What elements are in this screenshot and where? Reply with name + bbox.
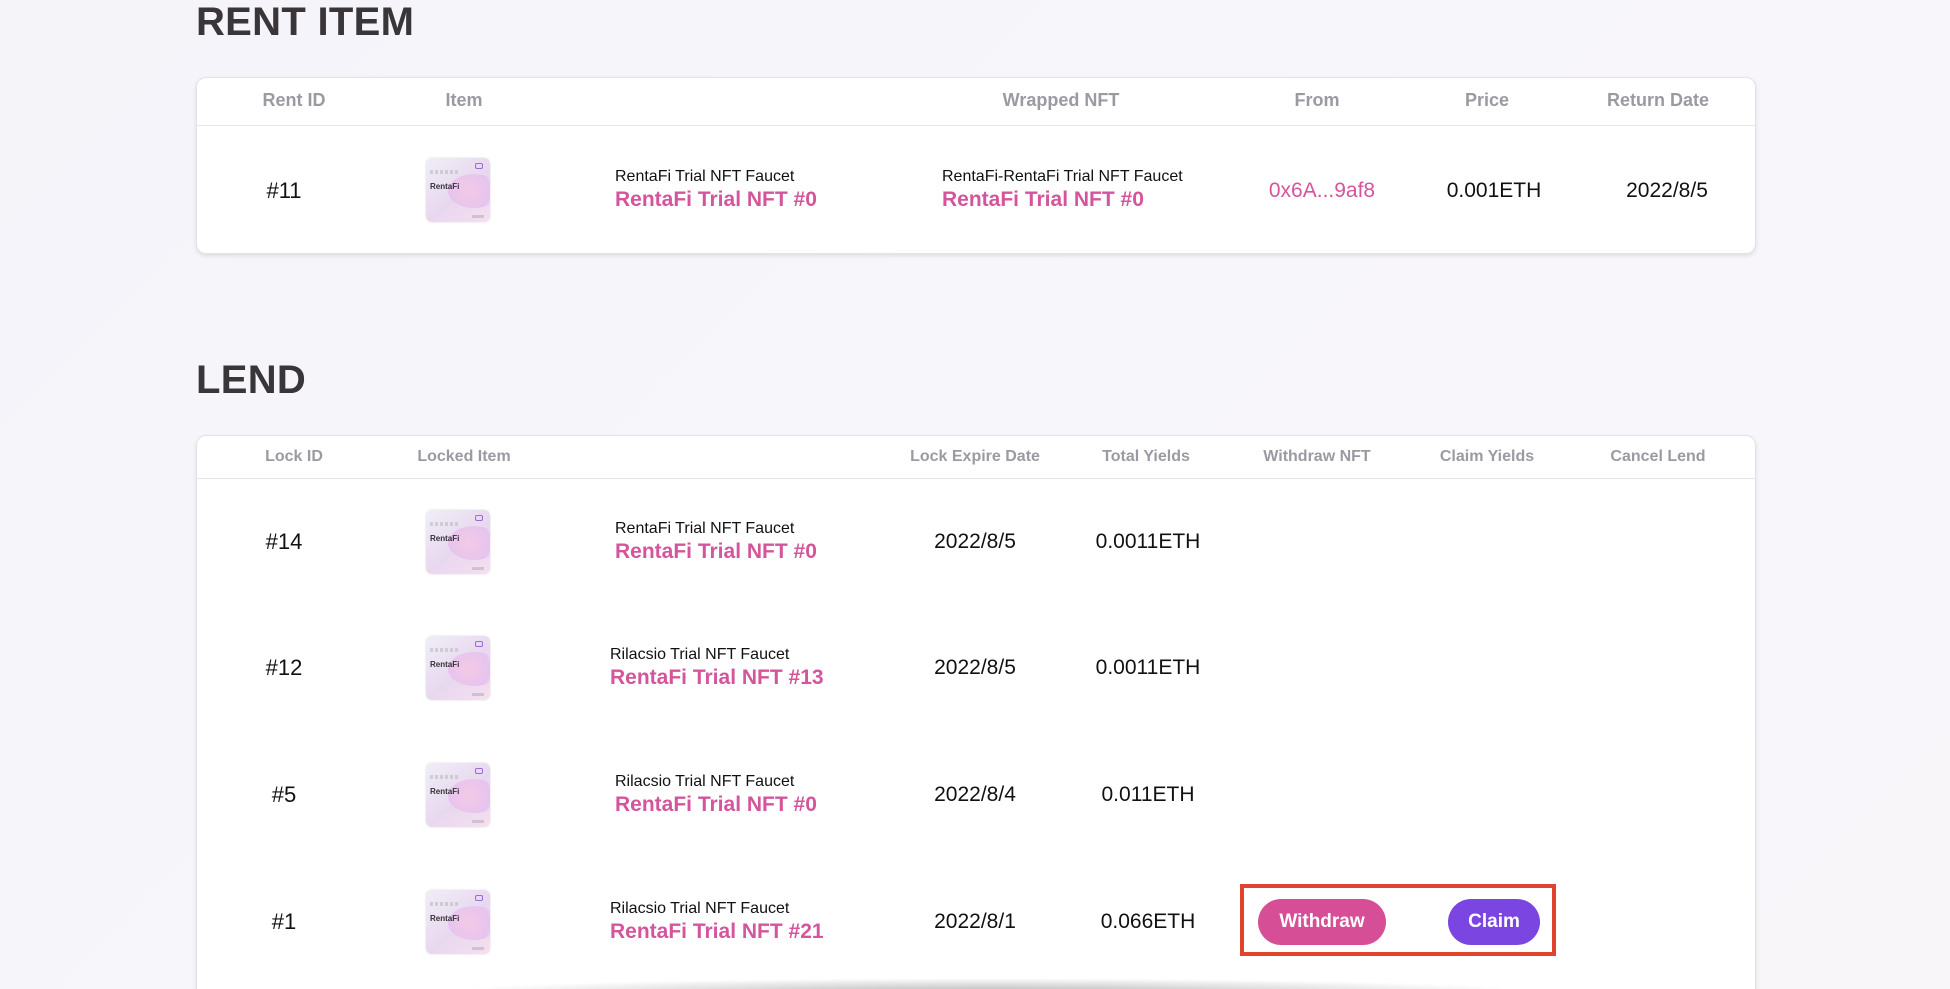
- nft-thumbnail[interactable]: RentaFi: [426, 890, 490, 954]
- locked-nft-info: Rilacsio Trial NFT Faucet RentaFi Trial …: [610, 899, 824, 945]
- lend-title: LEND: [196, 358, 307, 402]
- return-date-cell: 2022/8/5: [1626, 179, 1708, 202]
- header-lock-id: Lock ID: [265, 448, 323, 465]
- header-locked-item: Locked Item: [417, 448, 511, 465]
- table-row[interactable]: #12 RentaFi Rilacsio Trial NFT Faucet Re…: [197, 604, 1755, 730]
- locked-nft-info: Rilacsio Trial NFT Faucet RentaFi Trial …: [610, 645, 824, 691]
- thumbnail-mark-icon: [475, 515, 483, 521]
- rent-item-title: RENT ITEM: [196, 0, 415, 44]
- total-yields-cell: 0.0011ETH: [1095, 656, 1201, 679]
- nft-thumbnail[interactable]: RentaFi: [426, 763, 490, 827]
- thumbnail-mark-icon: [475, 768, 483, 774]
- price-cell: 0.001ETH: [1446, 179, 1542, 202]
- thumbnail-footer: [472, 820, 484, 823]
- locked-nft-info: Rilacsio Trial NFT Faucet RentaFi Trial …: [615, 772, 817, 818]
- rent-item-table: Rent ID Item Wrapped NFT From Price Retu…: [196, 77, 1756, 254]
- lock-expire-cell: 2022/8/4: [934, 783, 1016, 806]
- thumbnail-footer: [472, 947, 484, 950]
- locked-nft-name-link[interactable]: RentaFi Trial NFT #13: [610, 666, 824, 689]
- total-yields-cell: 0.011ETH: [1101, 783, 1195, 806]
- thumbnail-art-icon: [448, 526, 490, 560]
- locked-nft-info: RentaFi Trial NFT Faucet RentaFi Trial N…: [615, 519, 817, 565]
- thumbnail-caption: [430, 775, 460, 779]
- item-nft-info: RentaFi Trial NFT Faucet RentaFi Trial N…: [615, 167, 817, 213]
- header-withdraw-nft: Withdraw NFT: [1263, 448, 1371, 465]
- locked-nft-name-link[interactable]: RentaFi Trial NFT #0: [615, 793, 817, 816]
- item-nft-name-link[interactable]: RentaFi Trial NFT #0: [615, 188, 817, 211]
- thumbnail-mark-icon: [475, 163, 483, 169]
- locked-collection: RentaFi Trial NFT Faucet: [615, 520, 795, 537]
- nft-thumbnail[interactable]: RentaFi: [426, 636, 490, 700]
- thumbnail-logo: RentaFi: [430, 182, 460, 191]
- thumbnail-art-icon: [448, 652, 490, 686]
- total-yields-cell: 0.0011ETH: [1095, 530, 1201, 553]
- header-claim-yields: Claim Yields: [1439, 448, 1535, 465]
- lock-id-cell: #14: [265, 529, 303, 554]
- table-row[interactable]: #11 RentaFi RentaFi Trial NFT Faucet Ren…: [197, 125, 1755, 253]
- header-price: Price: [1464, 90, 1510, 110]
- thumbnail-mark-icon: [475, 895, 483, 901]
- nft-thumbnail[interactable]: RentaFi: [426, 510, 490, 574]
- table-row[interactable]: #5 RentaFi Rilacsio Trial NFT Faucet Ren…: [197, 730, 1755, 856]
- header-total-yields: Total Yields: [1102, 448, 1190, 465]
- header-item: Item: [445, 90, 483, 110]
- rent-table-header: Rent ID Item Wrapped NFT From Price Retu…: [197, 78, 1755, 126]
- thumbnail-art-icon: [448, 906, 490, 940]
- locked-collection: Rilacsio Trial NFT Faucet: [610, 646, 790, 663]
- thumbnail-mark-icon: [475, 641, 483, 647]
- thumbnail-footer: [472, 567, 484, 570]
- table-row[interactable]: #14 RentaFi RentaFi Trial NFT Faucet Ren…: [197, 478, 1755, 604]
- lock-id-cell: #5: [271, 782, 297, 807]
- header-wrapped-nft: Wrapped NFT: [1002, 90, 1120, 110]
- total-yields-cell: 0.066ETH: [1100, 910, 1196, 933]
- thumbnail-art-icon: [448, 779, 490, 813]
- nft-thumbnail[interactable]: RentaFi: [426, 158, 490, 222]
- from-address-link[interactable]: 0x6A...9af8: [1268, 179, 1376, 202]
- claim-button[interactable]: Claim: [1448, 899, 1540, 945]
- locked-collection: Rilacsio Trial NFT Faucet: [610, 900, 790, 917]
- locked-collection: Rilacsio Trial NFT Faucet: [615, 773, 795, 790]
- wrapped-nft-info: RentaFi-RentaFi Trial NFT Faucet RentaFi…: [942, 167, 1183, 213]
- header-rent-id: Rent ID: [262, 90, 326, 110]
- thumbnail-logo: RentaFi: [430, 660, 460, 669]
- lock-id-cell: #12: [265, 655, 303, 680]
- thumbnail-logo: RentaFi: [430, 787, 460, 796]
- lock-expire-cell: 2022/8/1: [934, 910, 1016, 933]
- thumbnail-logo: RentaFi: [430, 914, 460, 923]
- lock-expire-cell: 2022/8/5: [934, 530, 1016, 553]
- thumbnail-caption: [430, 902, 460, 906]
- wrapped-nft-name-link[interactable]: RentaFi Trial NFT #0: [942, 188, 1144, 211]
- item-collection: RentaFi Trial NFT Faucet: [615, 168, 795, 185]
- locked-nft-name-link[interactable]: RentaFi Trial NFT #0: [615, 540, 817, 563]
- thumbnail-art-icon: [448, 174, 490, 208]
- bottom-shadow: [440, 978, 1540, 989]
- thumbnail-caption: [430, 170, 460, 174]
- wrapped-collection: RentaFi-RentaFi Trial NFT Faucet: [942, 168, 1183, 185]
- locked-nft-name-link[interactable]: RentaFi Trial NFT #21: [610, 920, 824, 943]
- header-from: From: [1294, 90, 1340, 110]
- header-return-date: Return Date: [1606, 90, 1710, 110]
- rent-id-cell: #11: [266, 178, 302, 203]
- thumbnail-footer: [472, 215, 484, 218]
- withdraw-button[interactable]: Withdraw: [1258, 899, 1386, 945]
- lock-expire-cell: 2022/8/5: [934, 656, 1016, 679]
- thumbnail-caption: [430, 522, 460, 526]
- thumbnail-logo: RentaFi: [430, 534, 460, 543]
- lock-id-cell: #1: [271, 909, 297, 934]
- lend-table-header: Lock ID Locked Item Lock Expire Date Tot…: [197, 436, 1755, 479]
- lend-table: Lock ID Locked Item Lock Expire Date Tot…: [196, 435, 1756, 989]
- thumbnail-caption: [430, 648, 460, 652]
- header-cancel-lend: Cancel Lend: [1610, 448, 1706, 465]
- thumbnail-footer: [472, 693, 484, 696]
- header-lock-expire-date: Lock Expire Date: [910, 448, 1040, 465]
- table-row[interactable]: #1 RentaFi Rilacsio Trial NFT Faucet Ren…: [197, 856, 1755, 982]
